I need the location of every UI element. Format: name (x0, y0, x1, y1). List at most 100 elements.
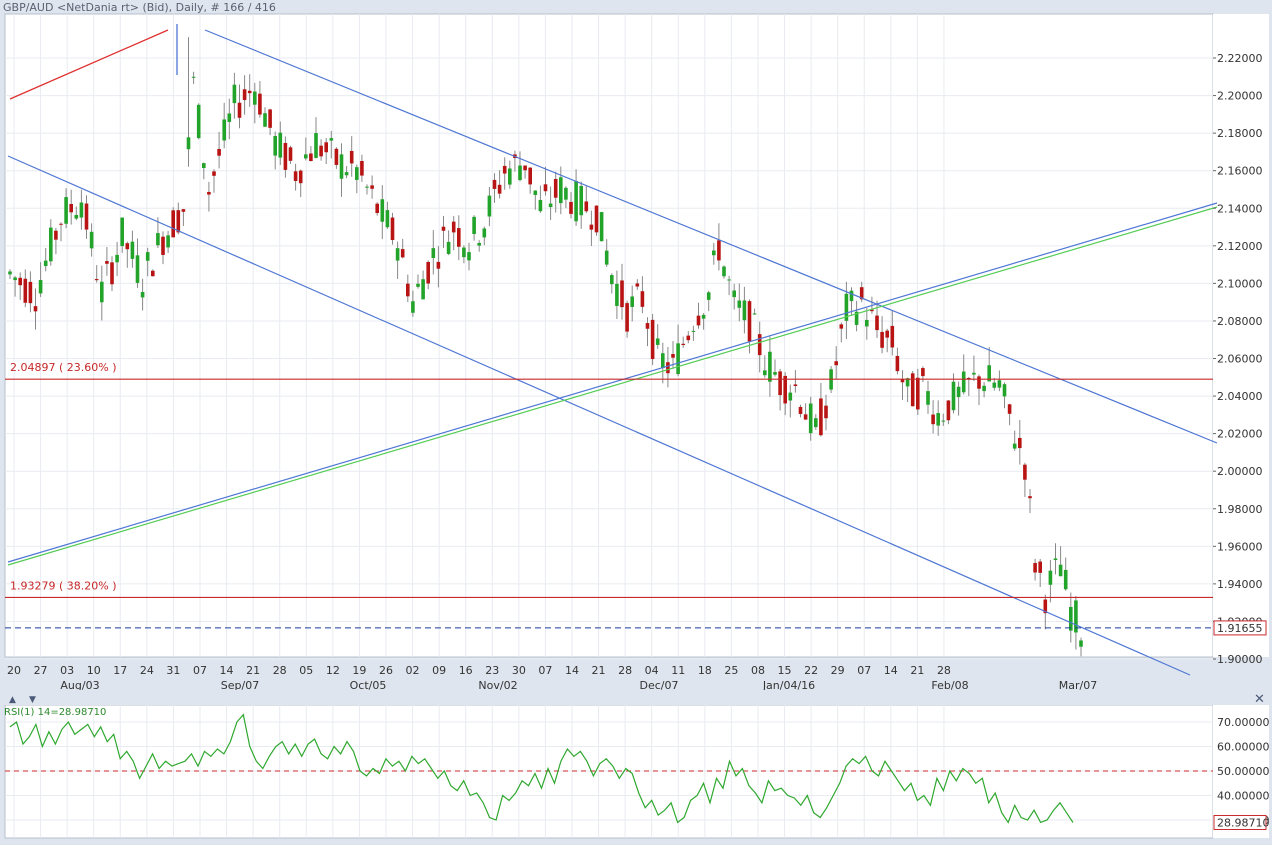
candle-down (268, 109, 272, 128)
candle-up (227, 113, 232, 122)
candle-up (355, 167, 359, 180)
price-chart-panel[interactable]: 2.04897 ( 23.60% ) 1.93279 ( 38.20% ) 2.2… (0, 0, 1272, 690)
candle-up (263, 113, 267, 127)
month-label: Sep/07 (221, 679, 259, 690)
price-tick-label: 2.14000 (1217, 202, 1263, 215)
day-label: 03 (60, 664, 74, 677)
candle-down (1038, 561, 1042, 573)
rsi-panel[interactable]: 70.0000060.0000050.0000040.0000030.00000… (0, 705, 1272, 845)
candle-up (253, 91, 257, 105)
candle-up (1048, 570, 1053, 585)
month-label: Mar/07 (1059, 679, 1097, 690)
candle-down (207, 191, 211, 195)
candle-up (661, 353, 665, 369)
candle-up (191, 76, 196, 78)
candle-down (151, 270, 155, 277)
candle-up (135, 255, 140, 283)
price-tick-label: 2.22000 (1217, 52, 1263, 65)
candle-down (1023, 464, 1027, 480)
candle-up (941, 420, 946, 422)
price-grid (5, 14, 1213, 660)
candles (8, 37, 1083, 657)
price-tick-label: 2.08000 (1217, 315, 1263, 328)
month-label: Feb/08 (931, 679, 968, 690)
candle-up (773, 372, 777, 375)
candle-up (462, 247, 466, 258)
candle-down (370, 185, 374, 189)
candle-up (202, 163, 206, 168)
candle-down (212, 171, 216, 176)
candle-down (105, 261, 109, 264)
candle-down (671, 354, 675, 358)
candle-up (395, 248, 400, 261)
candle-up (992, 382, 997, 388)
red-trendline (9, 29, 169, 100)
candle-down (839, 324, 844, 329)
candle-up (579, 185, 583, 216)
day-label: 16 (459, 664, 473, 677)
candle-down (880, 331, 884, 348)
candle-up (987, 365, 991, 382)
candle-up (43, 260, 48, 267)
day-label: 10 (87, 664, 101, 677)
trend-lines: 2.04897 ( 23.60% ) 1.93279 ( 38.20% ) (5, 24, 1218, 676)
candle-down (237, 102, 242, 118)
candle-up (926, 391, 930, 405)
candle-up (329, 138, 334, 141)
price-tick-label: 1.96000 (1217, 540, 1263, 553)
price-tick-label: 2.06000 (1217, 353, 1263, 366)
day-label: 07 (193, 664, 207, 677)
month-label: Oct/05 (350, 679, 387, 690)
candle-up (722, 266, 726, 277)
candle-down (1018, 437, 1022, 449)
candle-up (655, 338, 660, 345)
lower-channel-line (7, 155, 1191, 676)
candle-down (885, 330, 889, 338)
candle-down (375, 203, 379, 214)
candle-up (630, 296, 634, 307)
price-tick-label: 2.04000 (1217, 390, 1263, 403)
candle-up (599, 212, 604, 242)
candle-up (411, 301, 415, 313)
price-axis-area (1213, 14, 1269, 657)
candle-down (298, 170, 303, 184)
candle-down (890, 325, 895, 348)
expand-rsi-icon[interactable]: ▼ (29, 695, 36, 705)
price-tick-label: 1.98000 (1217, 503, 1263, 516)
candle-up (416, 283, 420, 287)
candle-up (365, 186, 369, 188)
candle-down (977, 376, 981, 389)
day-label: 28 (618, 664, 632, 677)
day-label: 12 (326, 664, 340, 677)
candle-up (533, 190, 538, 195)
collapse-rsi-icon[interactable]: ▲ (9, 695, 16, 705)
candle-up (64, 197, 68, 224)
candle-down (502, 165, 507, 174)
candle-down (584, 201, 589, 212)
candle-up (1069, 606, 1073, 631)
day-label: 14 (565, 664, 579, 677)
price-tick-label: 2.02000 (1217, 428, 1263, 441)
candle-up (844, 293, 849, 321)
candle-down (523, 165, 527, 171)
day-label: 28 (937, 664, 951, 677)
rising-trendline (7, 202, 1218, 563)
candle-up (232, 84, 237, 104)
candle-down (497, 184, 502, 194)
candle-up (13, 277, 17, 281)
month-label: Dec/07 (640, 679, 679, 690)
candle-up (1058, 564, 1063, 577)
candle-down (334, 148, 339, 165)
day-label: 14 (220, 664, 234, 677)
candle-down (54, 230, 58, 240)
candle-down (247, 90, 252, 94)
price-tick-label: 1.94000 (1217, 578, 1263, 591)
candle-up (559, 177, 563, 204)
candle-down (349, 150, 354, 164)
close-main-icon[interactable]: ✕ (1254, 692, 1265, 707)
candle-down (875, 315, 879, 331)
price-tick-label: 2.20000 (1217, 90, 1263, 103)
candle-down (635, 283, 640, 287)
price-tick-label: 2.16000 (1217, 165, 1263, 178)
day-label: 27 (34, 664, 48, 677)
